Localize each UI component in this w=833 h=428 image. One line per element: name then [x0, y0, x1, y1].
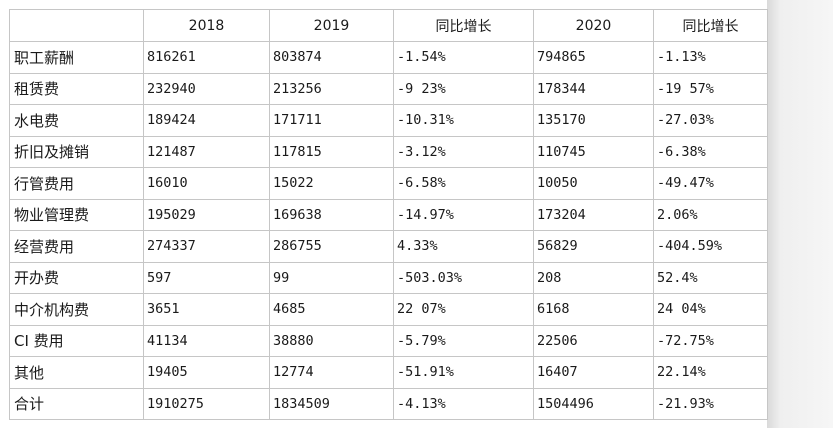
- growth-2019-cell[interactable]: -14.97%: [393, 198, 534, 231]
- value-2020-cell[interactable]: 56829: [533, 230, 654, 263]
- table-row: 折旧及摊销 121487 117815 -3.12% 110745 -6.38%: [9, 135, 768, 168]
- growth-2020-cell[interactable]: 52.4%: [653, 261, 768, 294]
- growth-2020-cell[interactable]: 2.06%: [653, 198, 768, 231]
- value-2019-cell[interactable]: 117815: [269, 135, 394, 168]
- value-2018-cell[interactable]: 121487: [143, 135, 270, 168]
- row-label-cell[interactable]: 行管费用: [9, 167, 144, 200]
- table-row: 职工薪酬 816261 803874 -1.54% 794865 -1.13%: [9, 41, 768, 74]
- growth-2019-cell[interactable]: -4.13%: [393, 387, 534, 420]
- row-label-cell[interactable]: 职工薪酬: [9, 41, 144, 74]
- growth-2020-cell[interactable]: 22.14%: [653, 356, 768, 389]
- growth-2020-cell[interactable]: -49.47%: [653, 167, 768, 200]
- growth-2019-cell[interactable]: -3.12%: [393, 135, 534, 168]
- table-row: 水电费 189424 171711 -10.31% 135170 -27.03%: [9, 104, 768, 137]
- row-label-cell[interactable]: 物业管理费: [9, 198, 144, 231]
- value-2020-cell[interactable]: 16407: [533, 356, 654, 389]
- value-2020-cell[interactable]: 10050: [533, 167, 654, 200]
- value-2019-cell[interactable]: 38880: [269, 324, 394, 357]
- growth-2020-cell[interactable]: -27.03%: [653, 104, 768, 137]
- growth-2019-cell[interactable]: -9 23%: [393, 72, 534, 105]
- row-label-cell[interactable]: 合计: [9, 387, 144, 420]
- cost-table: 2018 2019 同比增长 2020 同比增长 职工薪酬 816261 80387…: [9, 9, 768, 420]
- growth-2020-cell[interactable]: -19 57%: [653, 72, 768, 105]
- growth-2019-cell[interactable]: -6.58%: [393, 167, 534, 200]
- value-2018-cell[interactable]: 3651: [143, 293, 270, 326]
- growth-2020-cell[interactable]: -21.93%: [653, 387, 768, 420]
- header-cell-blank[interactable]: [9, 9, 144, 42]
- value-2020-cell[interactable]: 22506: [533, 324, 654, 357]
- value-2020-cell[interactable]: 208: [533, 261, 654, 294]
- value-2019-cell[interactable]: 99: [269, 261, 394, 294]
- growth-2020-cell[interactable]: -72.75%: [653, 324, 768, 357]
- value-2019-cell[interactable]: 171711: [269, 104, 394, 137]
- value-2020-cell[interactable]: 6168: [533, 293, 654, 326]
- row-label-cell[interactable]: 其他: [9, 356, 144, 389]
- table-row: 开办费 597 99 -503.03% 208 52.4%: [9, 261, 768, 294]
- growth-2020-cell[interactable]: -6.38%: [653, 135, 768, 168]
- value-2020-cell[interactable]: 135170: [533, 104, 654, 137]
- row-label-cell[interactable]: 中介机构费: [9, 293, 144, 326]
- value-2018-cell[interactable]: 19405: [143, 356, 270, 389]
- value-2019-cell[interactable]: 169638: [269, 198, 394, 231]
- table-row: 租赁费 232940 213256 -9 23% 178344 -19 57%: [9, 72, 768, 105]
- growth-2020-cell[interactable]: -1.13%: [653, 41, 768, 74]
- growth-2019-cell[interactable]: -5.79%: [393, 324, 534, 357]
- growth-2019-cell[interactable]: 22 07%: [393, 293, 534, 326]
- growth-2019-cell[interactable]: -10.31%: [393, 104, 534, 137]
- value-2019-cell[interactable]: 12774: [269, 356, 394, 389]
- value-2018-cell[interactable]: 16010: [143, 167, 270, 200]
- row-label-cell[interactable]: 水电费: [9, 104, 144, 137]
- value-2018-cell[interactable]: 1910275: [143, 387, 270, 420]
- value-2018-cell[interactable]: 195029: [143, 198, 270, 231]
- table-row: 行管费用 16010 15022 -6.58% 10050 -49.47%: [9, 167, 768, 200]
- growth-2019-cell[interactable]: -1.54%: [393, 41, 534, 74]
- table-row: 其他 19405 12774 -51.91% 16407 22.14%: [9, 356, 768, 389]
- value-2018-cell[interactable]: 274337: [143, 230, 270, 263]
- table-row: CI 费用 41134 38880 -5.79% 22506 -72.75%: [9, 324, 768, 357]
- growth-2019-cell[interactable]: -503.03%: [393, 261, 534, 294]
- value-2019-cell[interactable]: 286755: [269, 230, 394, 263]
- header-row: 2018 2019 同比增长 2020 同比增长: [9, 9, 768, 42]
- value-2020-cell[interactable]: 173204: [533, 198, 654, 231]
- value-2018-cell[interactable]: 189424: [143, 104, 270, 137]
- header-cell-2018[interactable]: 2018: [143, 9, 270, 42]
- header-cell-2019[interactable]: 2019: [269, 9, 394, 42]
- value-2018-cell[interactable]: 232940: [143, 72, 270, 105]
- growth-2020-cell[interactable]: 24 04%: [653, 293, 768, 326]
- value-2020-cell[interactable]: 178344: [533, 72, 654, 105]
- table-row: 物业管理费 195029 169638 -14.97% 173204 2.06%: [9, 198, 768, 231]
- row-label-cell[interactable]: 开办费: [9, 261, 144, 294]
- value-2019-cell[interactable]: 213256: [269, 72, 394, 105]
- table-row: 中介机构费 3651 4685 22 07% 6168 24 04%: [9, 293, 768, 326]
- value-2019-cell[interactable]: 15022: [269, 167, 394, 200]
- growth-2020-cell[interactable]: -404.59%: [653, 230, 768, 263]
- row-label-cell[interactable]: 折旧及摊销: [9, 135, 144, 168]
- row-label-cell[interactable]: 经营费用: [9, 230, 144, 263]
- header-cell-2020[interactable]: 2020: [533, 9, 654, 42]
- header-cell-growth-2020[interactable]: 同比增长: [653, 9, 768, 42]
- header-cell-growth-2019[interactable]: 同比增长: [393, 9, 534, 42]
- row-label-cell[interactable]: 租赁费: [9, 72, 144, 105]
- growth-2019-cell[interactable]: 4.33%: [393, 230, 534, 263]
- value-2019-cell[interactable]: 4685: [269, 293, 394, 326]
- value-2020-cell[interactable]: 1504496: [533, 387, 654, 420]
- value-2018-cell[interactable]: 816261: [143, 41, 270, 74]
- value-2019-cell[interactable]: 803874: [269, 41, 394, 74]
- row-label-cell[interactable]: CI 费用: [9, 324, 144, 357]
- value-2020-cell[interactable]: 110745: [533, 135, 654, 168]
- value-2019-cell[interactable]: 1834509: [269, 387, 394, 420]
- value-2018-cell[interactable]: 41134: [143, 324, 270, 357]
- value-2020-cell[interactable]: 794865: [533, 41, 654, 74]
- table-row: 合计 1910275 1834509 -4.13% 1504496 -21.93%: [9, 387, 768, 420]
- growth-2019-cell[interactable]: -51.91%: [393, 356, 534, 389]
- table-row: 经营费用 274337 286755 4.33% 56829 -404.59%: [9, 230, 768, 263]
- sheet-margin: [767, 0, 833, 428]
- value-2018-cell[interactable]: 597: [143, 261, 270, 294]
